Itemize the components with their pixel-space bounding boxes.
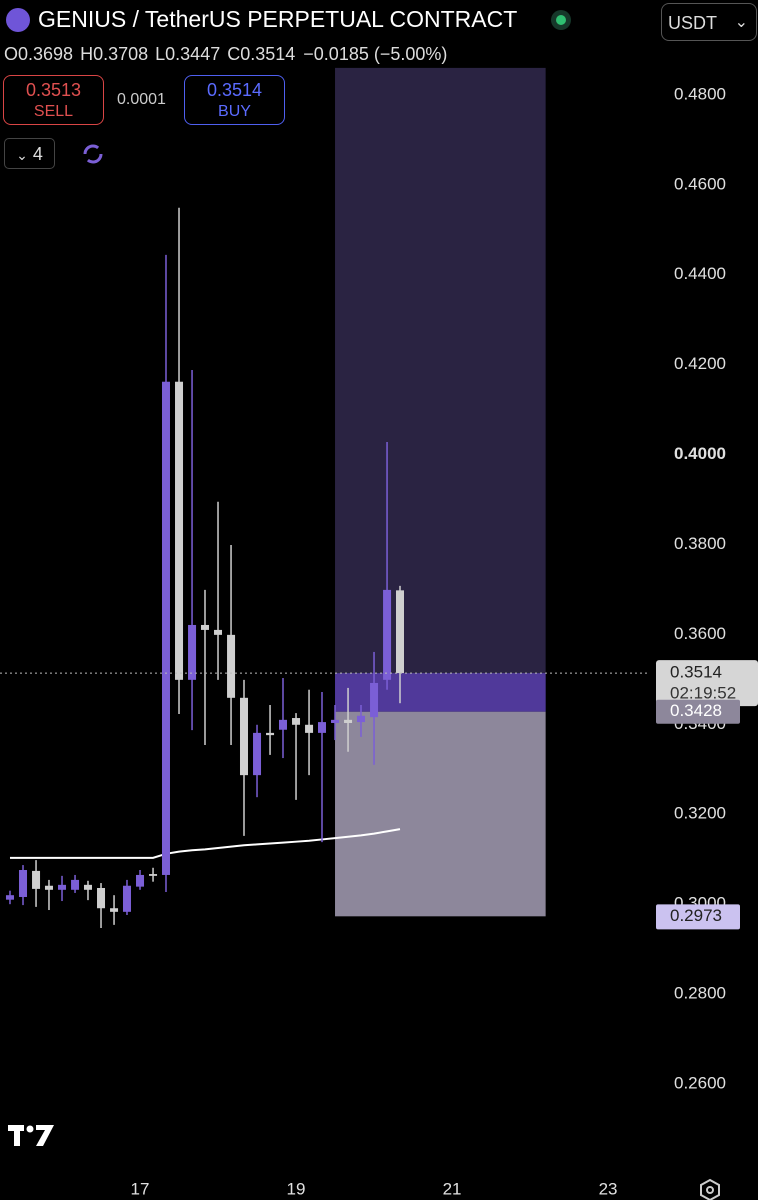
candle-body: [161, 381, 170, 875]
market-status: [551, 10, 571, 30]
ohlc-key: H: [80, 44, 94, 64]
candle-body: [136, 874, 145, 887]
ohlc-value: 0.3708: [93, 44, 149, 64]
candle-body: [5, 895, 14, 900]
candle-body: [239, 697, 248, 776]
candle-body: [370, 682, 379, 718]
candle-body: [383, 589, 392, 680]
axes: 0.26000.28000.30000.32000.34000.36000.38…: [131, 84, 758, 1198]
candle-body: [110, 908, 119, 912]
candle-body: [71, 879, 80, 890]
stop-badge: [656, 904, 740, 930]
y-tick-label: 0.3200: [674, 804, 726, 823]
currency: USDT: [668, 13, 717, 33]
x-tick-label: 17: [131, 1179, 150, 1198]
candle-body: [200, 624, 209, 630]
buy-button[interactable]: 0.3514 BUY: [184, 75, 285, 125]
sell-button[interactable]: 0.3513 SELL: [3, 75, 104, 125]
entry-label: 0.3428: [670, 701, 722, 720]
x-tick-label: 19: [287, 1179, 306, 1198]
indicator-count: 4: [32, 144, 43, 164]
moving-average: [9, 828, 401, 859]
x-tick-label: 21: [443, 1179, 462, 1198]
candle-body: [266, 732, 275, 736]
candle-body: [83, 884, 92, 890]
spread: 0.0001: [117, 91, 166, 108]
countdown: 02:19:52: [670, 684, 736, 703]
currency-select[interactable]: USDT ⌄: [661, 3, 757, 41]
stop-zone: [335, 711, 546, 917]
y-tick-label: 0.2600: [674, 1074, 726, 1093]
ohlc-value: 0.3514: [240, 44, 296, 64]
y-tick-label: 0.4200: [674, 354, 726, 373]
candle-body: [331, 719, 340, 723]
candle-body: [32, 870, 41, 889]
chevron: ⌄: [734, 14, 748, 31]
candle-body: [344, 719, 353, 723]
candle-body: [278, 719, 287, 730]
symbol-title: GENIUS / TetherUS PERPETUAL CONTRACT: [38, 6, 518, 32]
ohlc-key: O: [4, 44, 19, 64]
y-tick-label: 0.4400: [674, 264, 726, 283]
ohlc-legend: O0.3698 H0.3708 L0.3447 C0.3514 −0.0185 (−5.…: [4, 44, 447, 65]
candle-body: [19, 870, 28, 897]
sell-label: SELL: [33, 103, 74, 120]
ohlc-value: 0.3447: [165, 44, 221, 64]
open-profit-zone: [335, 673, 546, 712]
last-price-badge: [656, 660, 758, 707]
candle-body: [188, 624, 197, 680]
stop-label: 0.2973: [670, 906, 722, 925]
symbol-logo: [6, 8, 30, 32]
ohlc-key: L: [155, 44, 166, 64]
candle-body: [227, 634, 236, 698]
candle-body: [292, 718, 301, 725]
y-tick-label: 0.4600: [674, 174, 726, 193]
candle-body: [175, 381, 184, 680]
candle-body: [317, 722, 326, 733]
candle-body: [396, 590, 404, 674]
ohlc-key: C: [227, 44, 241, 64]
settings-icon[interactable]: [700, 1178, 720, 1200]
sell-price: 0.3513: [25, 80, 82, 100]
y-tick-label: 0.4000: [674, 444, 726, 463]
plot-area: [0, 67, 650, 929]
entry-badge: [656, 699, 740, 724]
buy-price: 0.3514: [206, 80, 263, 100]
target-zone: [335, 67, 546, 712]
candle-body: [122, 885, 131, 912]
ohlc-value: 0.3698: [18, 44, 74, 64]
candle-body: [58, 884, 67, 890]
y-tick-label: 0.2800: [674, 984, 726, 1003]
y-tick-label: 0.3800: [674, 534, 726, 553]
candle-body: [44, 885, 53, 890]
change: −0.0185 (−5.00%): [303, 44, 448, 64]
last-price-label: 0.3514: [670, 663, 722, 682]
candle-body: [305, 724, 314, 733]
candle-body: [356, 715, 365, 723]
indicators-toggle[interactable]: ⌄ 4: [4, 138, 55, 169]
candle-body: [214, 629, 223, 635]
y-tick-label: 0.4800: [674, 84, 726, 103]
buy-label: BUY: [218, 103, 251, 120]
chevron: ⌄: [16, 147, 28, 163]
x-tick-label: 23: [599, 1179, 618, 1198]
y-tick-label: 0.3600: [674, 624, 726, 643]
tv-logo: [8, 1125, 54, 1146]
sync-icon[interactable]: [78, 139, 108, 169]
candle-body: [97, 887, 106, 909]
candle-body: [253, 732, 262, 776]
candle-body: [149, 874, 158, 876]
status-dot: [556, 15, 566, 25]
